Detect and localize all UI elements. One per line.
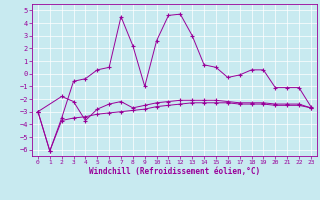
X-axis label: Windchill (Refroidissement éolien,°C): Windchill (Refroidissement éolien,°C) [89,167,260,176]
